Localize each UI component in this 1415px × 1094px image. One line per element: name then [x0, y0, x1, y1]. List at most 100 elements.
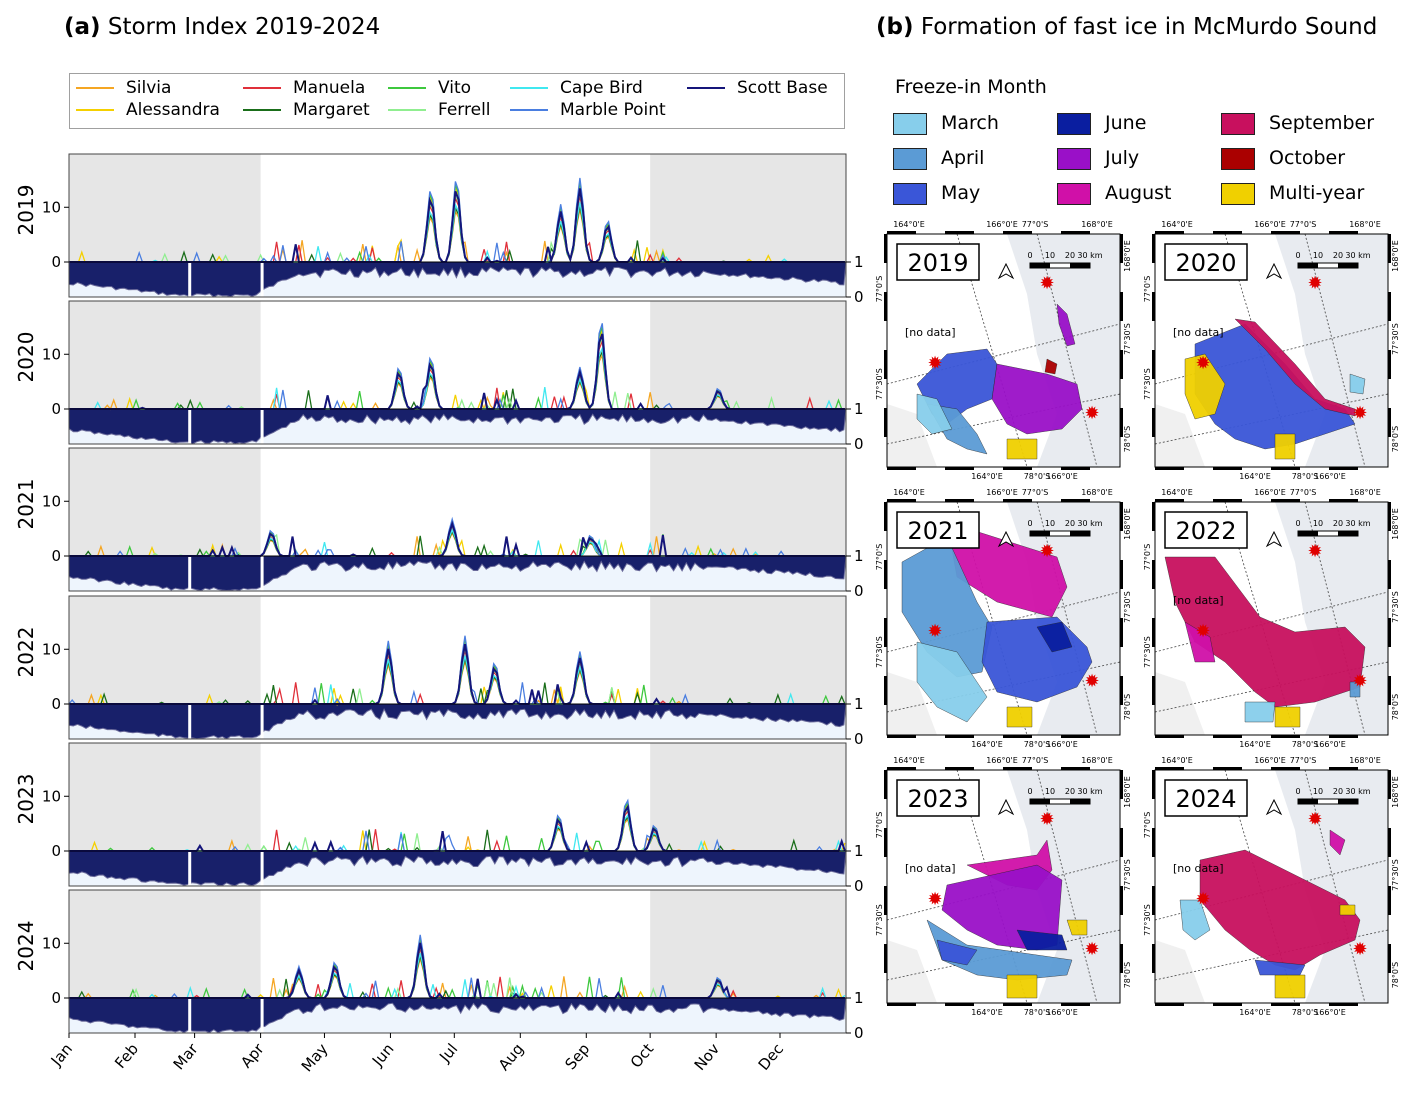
ice-region — [1274, 706, 1301, 728]
data-gap — [260, 704, 264, 739]
map-axis-label: 78°0'S — [1123, 962, 1132, 989]
legend-entry: Alessandra — [76, 99, 220, 121]
map-axis-label: 166°0'E — [1314, 1008, 1346, 1017]
x-tick-label: Aug — [495, 1040, 528, 1074]
map-year-box — [896, 511, 980, 549]
frame-tick — [1152, 770, 1155, 799]
frame-tick — [1388, 292, 1391, 321]
ice-region — [991, 363, 1083, 435]
map-axis-label: 77°0'S — [1022, 488, 1049, 497]
x-tick-label: Nov — [691, 1040, 724, 1074]
frame-tick — [1329, 499, 1358, 502]
map-axis-label: 168°0'E — [1349, 488, 1381, 497]
no-data-label: [no data] — [905, 326, 956, 339]
frame-tick — [1061, 231, 1090, 234]
map-axis-label: 168°0'E — [1123, 240, 1132, 272]
frame-tick — [884, 770, 887, 799]
x-tick-label: Dec — [755, 1040, 787, 1074]
map-axis-label: 168°0'E — [1391, 240, 1400, 272]
map-legend-swatch — [893, 182, 927, 205]
frame-tick — [884, 292, 887, 321]
frame-tick — [1388, 502, 1391, 531]
frame-tick — [1329, 735, 1358, 738]
ice-region — [1349, 681, 1361, 698]
map-axis-label: 78°0'S — [1292, 472, 1319, 481]
frame-tick — [1388, 560, 1391, 589]
frame-tick — [884, 234, 887, 263]
land-area — [1155, 672, 1205, 735]
map-year-box — [1164, 511, 1248, 549]
frame-tick — [1120, 944, 1123, 973]
frame-tick — [884, 676, 887, 705]
frame-tick — [945, 467, 974, 470]
x-tick-label: Jul — [435, 1040, 461, 1066]
ice-region — [1244, 701, 1276, 723]
map-legend-label: July — [1105, 147, 1140, 169]
frame-tick — [1213, 735, 1242, 738]
y-tick-label: 10 — [42, 345, 61, 363]
map-legend-swatch — [893, 147, 927, 170]
y-tick-label: 10 — [42, 640, 61, 658]
data-gap — [188, 409, 192, 444]
legend-entry: Margaret — [243, 99, 370, 121]
legend-entry: Vito — [388, 77, 471, 99]
scale-bar-segment — [1070, 263, 1090, 268]
frame-tick — [1120, 886, 1123, 915]
graticule-line — [1036, 769, 1098, 1004]
ice-region — [1329, 829, 1346, 856]
land-area — [1275, 770, 1388, 1003]
data-gap — [188, 998, 192, 1033]
panel-b-title: (b) Formation of fast ice in McMurdo Sou… — [876, 14, 1378, 40]
map-axis-label: 78°0'S — [1123, 694, 1132, 721]
map-axis-label: 166°0'E — [1046, 740, 1078, 749]
y-tick-label: 10 — [42, 934, 61, 952]
scale-bar-segment — [1298, 263, 1318, 268]
north-arrow-icon — [997, 530, 1015, 548]
map-axis-label: 77°0'S — [875, 812, 884, 839]
x-tick-label: May — [298, 1040, 332, 1075]
shaded-region — [650, 154, 846, 262]
scale-bar-segment — [1030, 799, 1050, 804]
ice-region — [1349, 373, 1366, 395]
frame-tick — [1120, 770, 1123, 799]
frame-tick — [887, 735, 916, 738]
map-axis-label: 78°0'S — [1391, 426, 1400, 453]
legend-label: Marble Point — [560, 100, 666, 120]
shaded-region — [650, 890, 846, 998]
scale-label: 30 km — [1345, 251, 1370, 260]
frame-tick — [1120, 676, 1123, 705]
right-tick-label: 1 — [854, 547, 864, 565]
frame-tick — [1120, 828, 1123, 857]
frame-tick — [1120, 292, 1123, 321]
ice-region — [1274, 974, 1306, 999]
frame-tick — [1003, 467, 1032, 470]
scale-label: 30 km — [1077, 519, 1102, 528]
scale-bar-segment — [1338, 799, 1358, 804]
panel-frame — [68, 300, 847, 445]
fast-ice-maps: ✹✹✹2019 0 10 20 30 km[no data]164°0'E 166°0'E… — [875, 220, 1400, 1017]
map-legend-entry: July — [1057, 145, 1139, 171]
map-axis-label: 168°0'E — [1081, 488, 1113, 497]
data-gap — [188, 262, 192, 297]
scale-label: 10 — [1045, 519, 1055, 528]
scale-label: 30 km — [1345, 787, 1370, 796]
station-marker: ✹ — [1352, 671, 1367, 692]
frame-tick — [1152, 944, 1155, 973]
scale-bar-segment — [1338, 531, 1358, 536]
frame-tick — [1152, 350, 1155, 379]
ice-region — [1184, 621, 1216, 663]
map-axis-label: 78°0'S — [1292, 740, 1319, 749]
x-tick-label: Jan — [47, 1040, 76, 1070]
map-axis-label: 77°30'S — [1143, 368, 1152, 400]
map-axis-label: 77°30'S — [875, 904, 884, 936]
map-axis-label: 168°0'E — [1081, 756, 1113, 765]
frame-tick — [884, 560, 887, 589]
legend-label: Ferrell — [438, 100, 491, 120]
scale-bar-segment — [1070, 799, 1090, 804]
shaded-region — [69, 448, 261, 556]
scale-label: 20 — [1065, 251, 1075, 260]
frame-tick — [1155, 735, 1184, 738]
